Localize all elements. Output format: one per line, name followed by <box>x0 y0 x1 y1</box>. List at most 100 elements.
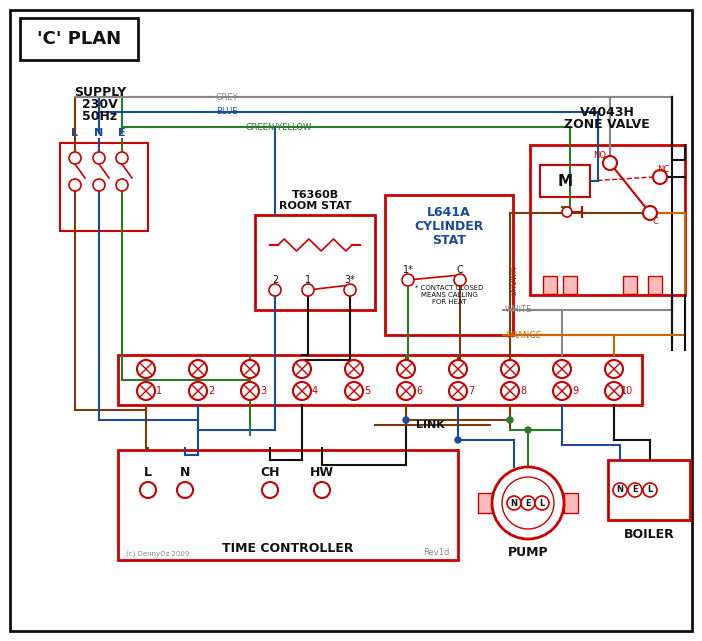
Text: V4043H: V4043H <box>580 106 635 119</box>
Text: (c) DennyOz 2009: (c) DennyOz 2009 <box>126 551 190 557</box>
Bar <box>118 355 642 405</box>
Bar <box>20 18 138 60</box>
Text: N: N <box>616 485 623 494</box>
Text: CH: CH <box>260 467 280 479</box>
Circle shape <box>137 360 155 378</box>
Text: M: M <box>557 174 573 188</box>
Circle shape <box>449 382 467 400</box>
Text: 50Hz: 50Hz <box>82 110 117 122</box>
Bar <box>385 195 513 335</box>
Circle shape <box>397 360 415 378</box>
Text: L: L <box>539 499 545 508</box>
Circle shape <box>137 382 155 400</box>
Circle shape <box>507 417 513 423</box>
Text: * CONTACT CLOSED
MEANS CALLING
FOR HEAT: * CONTACT CLOSED MEANS CALLING FOR HEAT <box>415 285 483 305</box>
Text: GREY: GREY <box>216 92 239 101</box>
Text: 8: 8 <box>520 386 526 396</box>
Circle shape <box>643 206 657 220</box>
Text: WHITE: WHITE <box>505 306 532 315</box>
Text: 6: 6 <box>416 386 422 396</box>
Bar <box>543 276 557 294</box>
Circle shape <box>344 284 356 296</box>
Text: CYLINDER: CYLINDER <box>414 221 484 233</box>
Circle shape <box>507 496 521 510</box>
Bar <box>623 276 637 294</box>
Bar <box>540 165 590 197</box>
Text: 4: 4 <box>312 386 318 396</box>
Text: N: N <box>510 499 517 508</box>
Text: SUPPLY: SUPPLY <box>74 85 126 99</box>
Circle shape <box>314 482 330 498</box>
Circle shape <box>116 152 128 164</box>
Text: BLUE: BLUE <box>216 108 237 117</box>
Circle shape <box>293 382 311 400</box>
Text: E: E <box>118 128 126 138</box>
Circle shape <box>562 207 572 217</box>
Circle shape <box>269 284 281 296</box>
Circle shape <box>293 360 311 378</box>
Text: 1*: 1* <box>402 265 413 275</box>
Bar <box>255 215 375 310</box>
Circle shape <box>603 156 617 170</box>
Text: L: L <box>72 128 79 138</box>
Text: 3: 3 <box>260 386 266 396</box>
Circle shape <box>177 482 193 498</box>
Circle shape <box>525 427 531 433</box>
Text: N: N <box>94 128 104 138</box>
Bar <box>60 143 148 231</box>
Text: STAT: STAT <box>432 233 466 247</box>
Circle shape <box>93 179 105 191</box>
Text: BOILER: BOILER <box>623 528 675 540</box>
Text: PUMP: PUMP <box>508 547 548 560</box>
Circle shape <box>501 382 519 400</box>
Circle shape <box>345 382 363 400</box>
Circle shape <box>262 482 278 498</box>
Text: C: C <box>456 265 463 275</box>
Text: E: E <box>525 499 531 508</box>
Text: L: L <box>144 467 152 479</box>
Text: GREEN/YELLOW: GREEN/YELLOW <box>245 122 311 131</box>
Bar <box>530 145 685 295</box>
Circle shape <box>643 483 657 497</box>
Bar <box>478 493 492 513</box>
Text: NC: NC <box>657 165 669 174</box>
Text: L: L <box>647 485 653 494</box>
Text: 2: 2 <box>208 386 214 396</box>
Bar <box>648 276 662 294</box>
Circle shape <box>502 477 554 529</box>
Text: 1: 1 <box>305 275 311 285</box>
Text: ZONE VALVE: ZONE VALVE <box>564 117 650 131</box>
Bar <box>563 276 577 294</box>
Circle shape <box>189 360 207 378</box>
Text: ROOM STAT: ROOM STAT <box>279 201 351 211</box>
Circle shape <box>605 382 623 400</box>
Circle shape <box>402 274 414 286</box>
Circle shape <box>69 179 81 191</box>
Circle shape <box>189 382 207 400</box>
Text: 3*: 3* <box>345 275 355 285</box>
Circle shape <box>535 496 549 510</box>
Circle shape <box>302 284 314 296</box>
Text: 230V: 230V <box>82 97 118 110</box>
Text: NO: NO <box>593 151 607 160</box>
Text: E: E <box>633 485 638 494</box>
Circle shape <box>241 382 259 400</box>
Bar <box>608 460 690 520</box>
Circle shape <box>345 360 363 378</box>
Text: 9: 9 <box>572 386 578 396</box>
Circle shape <box>69 152 81 164</box>
Circle shape <box>140 482 156 498</box>
Circle shape <box>403 417 409 423</box>
Text: 1: 1 <box>156 386 162 396</box>
Circle shape <box>553 360 571 378</box>
Circle shape <box>553 382 571 400</box>
Circle shape <box>116 179 128 191</box>
Circle shape <box>454 274 466 286</box>
Text: 10: 10 <box>621 386 633 396</box>
Circle shape <box>653 170 667 184</box>
Text: Rev1d: Rev1d <box>423 548 450 557</box>
Text: LINK: LINK <box>416 420 444 430</box>
Circle shape <box>492 467 564 539</box>
Text: TIME CONTROLLER: TIME CONTROLLER <box>223 542 354 554</box>
Circle shape <box>455 437 461 443</box>
